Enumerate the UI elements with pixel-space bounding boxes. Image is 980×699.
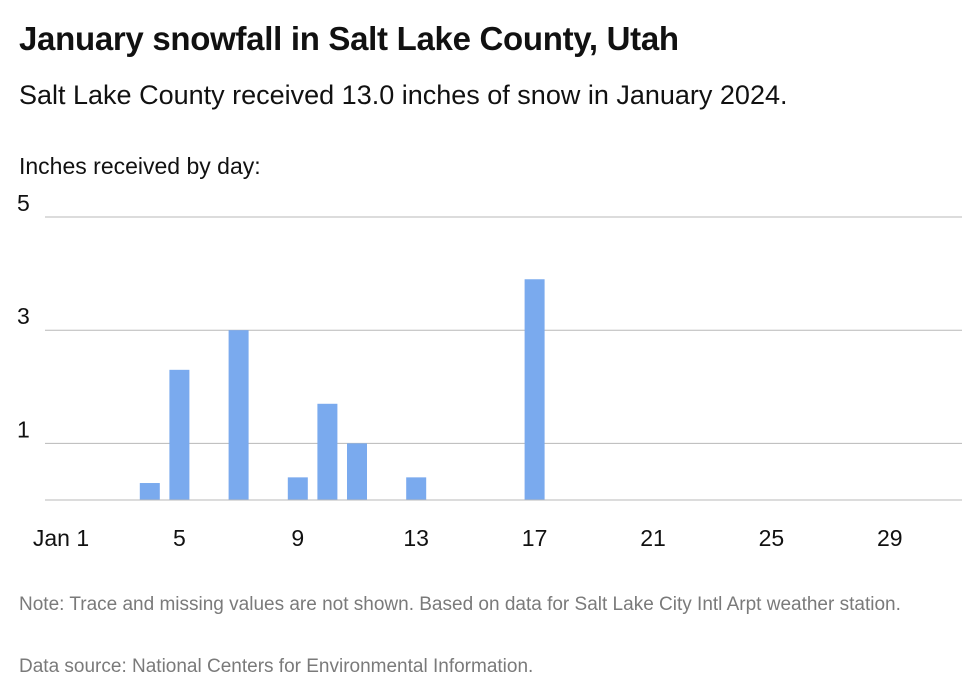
bar [347, 443, 367, 500]
bar [406, 477, 427, 500]
bar [169, 369, 190, 500]
x-tick-label: 29 [877, 525, 903, 551]
x-tick-label: 21 [640, 525, 666, 551]
x-tick-label: Jan 1 [33, 525, 89, 551]
y-axis-label: Inches received by day: [19, 153, 261, 179]
x-tick-label: 17 [522, 525, 548, 551]
bar [139, 483, 160, 500]
y-tick-label: 5 [17, 190, 30, 216]
bar [317, 403, 338, 500]
y-tick-label: 1 [17, 416, 30, 442]
bar [287, 477, 308, 500]
grid-lines [45, 216, 962, 444]
chart-subtitle: Salt Lake County received 13.0 inches of… [19, 80, 788, 110]
chart-title: January snowfall in Salt Lake County, Ut… [19, 20, 679, 57]
x-tick-label: 25 [759, 525, 785, 551]
bar [524, 279, 545, 500]
y-tick-label: 3 [17, 303, 30, 329]
data-source: Data source: National Centers for Enviro… [19, 656, 534, 677]
bars [139, 279, 545, 500]
x-tick-label: 5 [173, 525, 186, 551]
x-tick-label: 9 [291, 525, 304, 551]
chart-note: Note: Trace and missing values are not s… [19, 594, 901, 615]
x-tick-label: 13 [403, 525, 429, 551]
bar [228, 330, 249, 500]
